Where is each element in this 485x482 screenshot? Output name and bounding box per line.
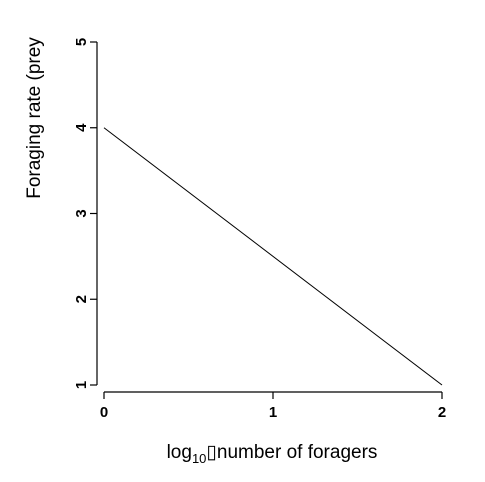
x-tick-label-2: 2 bbox=[438, 404, 446, 421]
y-tick-label-3: 3 bbox=[73, 209, 90, 217]
x-axis-title-prefix: log bbox=[167, 442, 192, 463]
x-axis-title-subscript: 10 bbox=[192, 451, 206, 466]
y-tick-label-4: 4 bbox=[73, 123, 90, 132]
y-axis-title: Foraging rate (prey bbox=[24, 37, 45, 199]
x-axis-title-text: number of foragers bbox=[217, 442, 378, 463]
x-axis-title: log10▯number of foragers bbox=[167, 442, 378, 466]
x-axis-ticks: 0 1 2 bbox=[100, 392, 446, 421]
x-tick-label-0: 0 bbox=[100, 404, 108, 421]
y-tick-label-2: 2 bbox=[73, 295, 90, 303]
y-tick-label-5: 5 bbox=[73, 38, 90, 46]
series-line-0 bbox=[103, 127, 443, 386]
series-group bbox=[103, 127, 443, 386]
y-axis-ticks: 1 2 3 4 5 bbox=[73, 38, 97, 389]
x-tick-label-1: 1 bbox=[269, 404, 277, 421]
y-tick-label-1: 1 bbox=[73, 381, 90, 389]
x-axis-title-box-glyph: ▯ bbox=[206, 442, 216, 463]
